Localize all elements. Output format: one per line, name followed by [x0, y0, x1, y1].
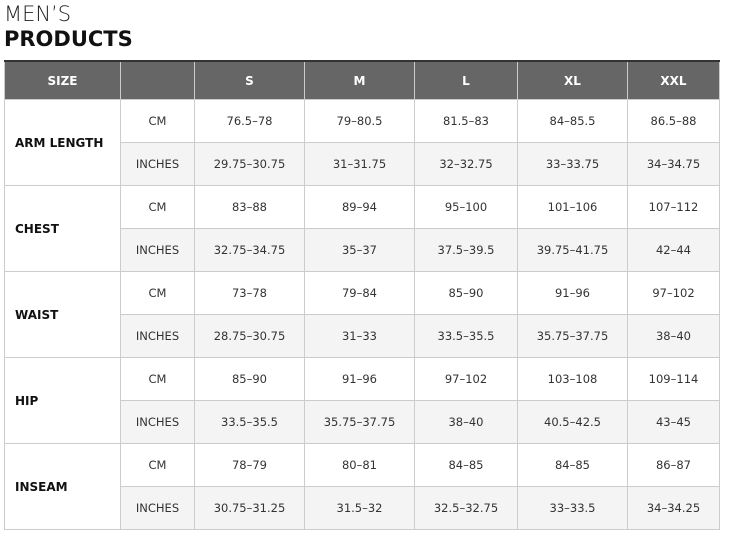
size-value-cell: 109–114: [627, 357, 720, 401]
measure-label: WAIST: [4, 271, 121, 358]
size-value-cell: 86–87: [627, 443, 720, 487]
size-value-cell: 31–31.75: [304, 142, 415, 186]
unit-label: CM: [120, 99, 195, 143]
title-products: PRODUCTS: [4, 27, 133, 51]
size-chart-table: SIZE S M L XL XXL ARM LENGTH CM 76.5–78 79–…: [4, 60, 720, 530]
size-value-cell: 84–85.5: [517, 99, 628, 143]
size-value-cell: 42–44: [627, 228, 720, 272]
table-row-cm: WAIST CM 73–78 79–84 85–90 91–96 97–102: [4, 271, 720, 358]
title-mens: MEN’S: [4, 2, 72, 26]
unit-label: INCHES: [120, 400, 195, 444]
size-value-cell: 38–40: [627, 314, 720, 358]
size-value-cell: 35–37: [304, 228, 415, 272]
size-value-cell: 97–102: [414, 357, 518, 401]
header-row: SIZE S M L XL XXL: [4, 60, 720, 100]
measure-label: ARM LENGTH: [4, 99, 121, 186]
size-value-cell: 103–108: [517, 357, 628, 401]
size-value-cell: 31.5–32: [304, 486, 415, 530]
size-value-cell: 89–94: [304, 185, 415, 229]
unit-label: INCHES: [120, 142, 195, 186]
size-value-cell: 97–102: [627, 271, 720, 315]
size-value-cell: 91–96: [304, 357, 415, 401]
size-value-cell: 32.5–32.75: [414, 486, 518, 530]
size-value-cell: 101–106: [517, 185, 628, 229]
header-l: L: [414, 60, 518, 100]
unit-label: CM: [120, 185, 195, 229]
unit-label: INCHES: [120, 228, 195, 272]
size-value-cell: 35.75–37.75: [517, 314, 628, 358]
table-row-cm: HIP CM 85–90 91–96 97–102 103–108 109–114: [4, 357, 720, 444]
table-row-in: INCHES 32.75–34.75 35–37 37.5–39.5 39.75–41.…: [5, 228, 720, 272]
size-value-cell: 40.5–42.5: [517, 400, 628, 444]
size-value-cell: 29.75–30.75: [194, 142, 305, 186]
size-value-cell: 80–81: [304, 443, 415, 487]
size-value-cell: 30.75–31.25: [194, 486, 305, 530]
table-row-cm: INSEAM CM 78–79 80–81 84–85 84–85 86–87: [4, 443, 720, 530]
size-value-cell: 84–85: [414, 443, 518, 487]
table-row-cm: ARM LENGTH CM 76.5–78 79–80.5 81.5–83 84–85.5…: [4, 99, 720, 186]
size-value-cell: 34–34.75: [627, 142, 720, 186]
table-row-in: INCHES 28.75–30.75 31–33 33.5–35.5 35.75–37.…: [5, 314, 720, 358]
header-xxl: XXL: [627, 60, 720, 100]
size-value-cell: 78–79: [194, 443, 305, 487]
size-value-cell: 107–112: [627, 185, 720, 229]
unit-label: CM: [120, 271, 195, 315]
unit-label: INCHES: [120, 314, 195, 358]
size-value-cell: 83–88: [194, 185, 305, 229]
size-value-cell: 91–96: [517, 271, 628, 315]
size-value-cell: 32.75–34.75: [194, 228, 305, 272]
size-value-cell: 28.75–30.75: [194, 314, 305, 358]
table-row-in: INCHES 30.75–31.25 31.5–32 32.5–32.75 33–33.…: [5, 486, 720, 530]
table-row-cm: CHEST CM 83–88 89–94 95–100 101–106 107–112: [4, 185, 720, 272]
size-value-cell: 79–84: [304, 271, 415, 315]
size-value-cell: 31–33: [304, 314, 415, 358]
size-value-cell: 95–100: [414, 185, 518, 229]
size-value-cell: 76.5–78: [194, 99, 305, 143]
size-value-cell: 34–34.25: [627, 486, 720, 530]
measure-label: INSEAM: [4, 443, 121, 530]
size-value-cell: 39.75–41.75: [517, 228, 628, 272]
measure-label: HIP: [4, 357, 121, 444]
size-value-cell: 86.5–88: [627, 99, 720, 143]
measure-label: CHEST: [4, 185, 121, 272]
size-value-cell: 35.75–37.75: [304, 400, 415, 444]
size-value-cell: 79–80.5: [304, 99, 415, 143]
size-value-cell: 85–90: [194, 357, 305, 401]
table-row-in: INCHES 29.75–30.75 31–31.75 32–32.75 33–33.7…: [5, 142, 720, 186]
size-value-cell: 84–85: [517, 443, 628, 487]
header-xl: XL: [517, 60, 628, 100]
header-m: M: [304, 60, 415, 100]
header-unit: [120, 60, 195, 100]
size-value-cell: 33–33.5: [517, 486, 628, 530]
size-value-cell: 33.5–35.5: [414, 314, 518, 358]
size-value-cell: 32–32.75: [414, 142, 518, 186]
header-size: SIZE: [4, 60, 121, 100]
size-value-cell: 38–40: [414, 400, 518, 444]
size-value-cell: 37.5–39.5: [414, 228, 518, 272]
unit-label: CM: [120, 443, 195, 487]
size-value-cell: 85–90: [414, 271, 518, 315]
size-value-cell: 73–78: [194, 271, 305, 315]
size-value-cell: 33–33.75: [517, 142, 628, 186]
unit-label: INCHES: [120, 486, 195, 530]
size-value-cell: 81.5–83: [414, 99, 518, 143]
size-value-cell: 33.5–35.5: [194, 400, 305, 444]
table-row-in: INCHES 33.5–35.5 35.75–37.75 38–40 40.5–42.5…: [5, 400, 720, 444]
size-value-cell: 43–45: [627, 400, 720, 444]
header-s: S: [194, 60, 305, 100]
unit-label: CM: [120, 357, 195, 401]
